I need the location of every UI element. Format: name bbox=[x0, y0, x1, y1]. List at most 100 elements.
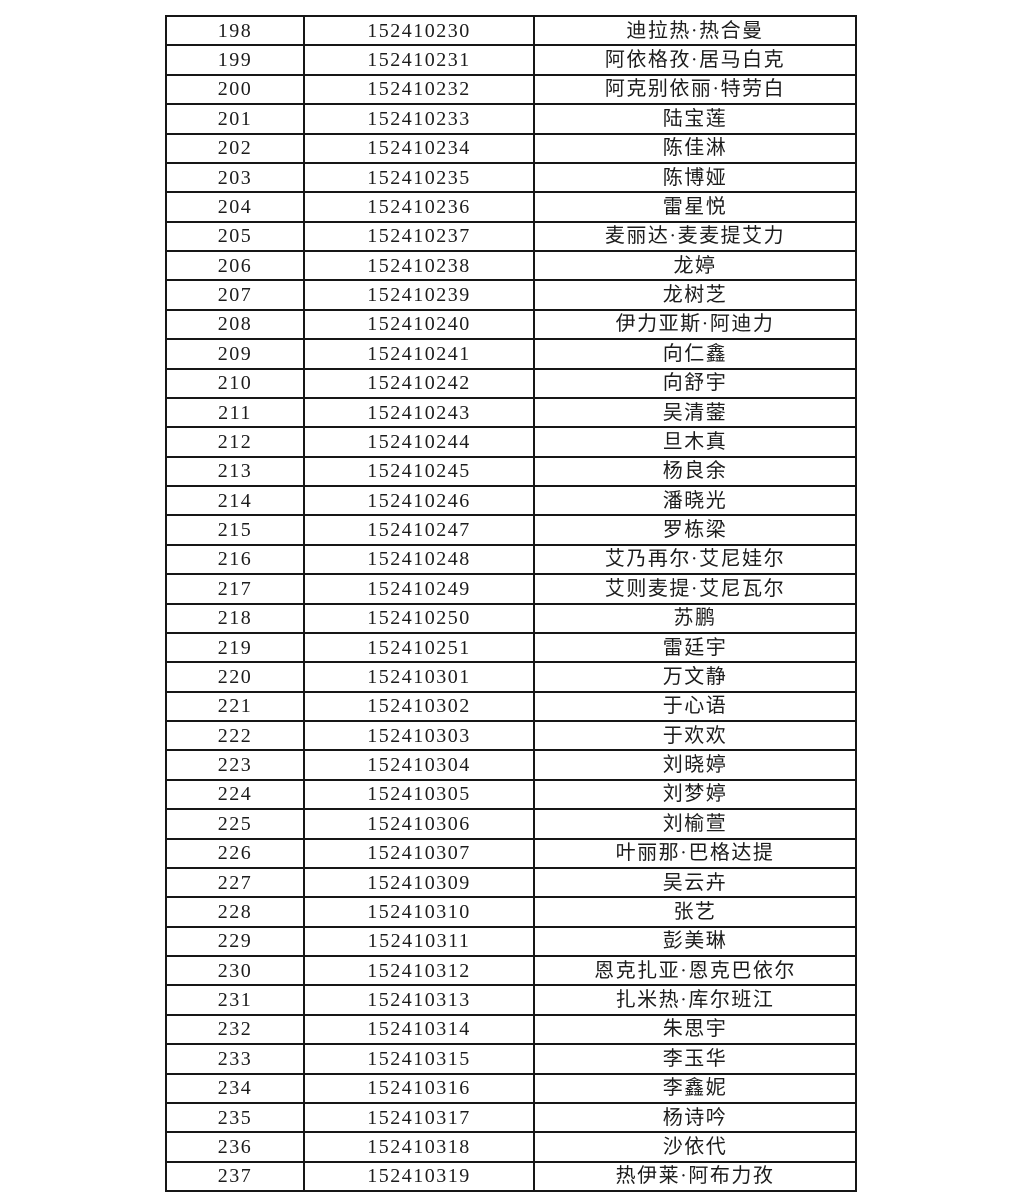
student-id-cell: 152410251 bbox=[303, 631, 535, 664]
student-name-cell: 雷廷宇 bbox=[533, 631, 857, 664]
student-id-cell: 152410309 bbox=[303, 866, 535, 899]
row-number-cell: 212 bbox=[165, 426, 305, 458]
student-name-cell: 叶丽那·巴格达提 bbox=[533, 837, 857, 869]
row-number-cell: 220 bbox=[165, 661, 305, 693]
student-name-cell: 刘晓婷 bbox=[533, 749, 857, 781]
table-row: 222 152410303 于欢欢 bbox=[165, 719, 857, 752]
row-number-cell: 205 bbox=[165, 220, 305, 253]
student-name-cell: 阿克别依丽·特劳白 bbox=[533, 73, 857, 106]
student-name-cell: 潘晓光 bbox=[533, 484, 857, 517]
student-id-cell: 152410243 bbox=[303, 396, 535, 429]
row-number-cell: 209 bbox=[165, 338, 305, 370]
table-row: 212 152410244 旦木真 bbox=[165, 426, 857, 458]
row-number-cell: 211 bbox=[165, 396, 305, 429]
row-number-cell: 217 bbox=[165, 573, 305, 605]
student-id-cell: 152410244 bbox=[303, 426, 535, 458]
student-id-cell: 152410303 bbox=[303, 719, 535, 752]
student-id-cell: 152410306 bbox=[303, 808, 535, 840]
table-row: 211 152410243 吴清蓥 bbox=[165, 396, 857, 429]
student-id-cell: 152410245 bbox=[303, 455, 535, 488]
row-number-cell: 214 bbox=[165, 484, 305, 517]
table-row: 234 152410316 李鑫妮 bbox=[165, 1072, 857, 1104]
student-name-cell: 杨良余 bbox=[533, 455, 857, 488]
table-row: 224 152410305 刘梦婷 bbox=[165, 778, 857, 811]
row-number-cell: 221 bbox=[165, 690, 305, 723]
student-id-cell: 152410304 bbox=[303, 749, 535, 781]
row-number-cell: 233 bbox=[165, 1043, 305, 1075]
student-id-cell: 152410315 bbox=[303, 1043, 535, 1075]
student-id-cell: 152410250 bbox=[303, 602, 535, 634]
row-number-cell: 213 bbox=[165, 455, 305, 488]
student-name-cell: 旦木真 bbox=[533, 426, 857, 458]
student-roster-table: 198 152410230 迪拉热·热合曼 199 152410231 阿依格孜·居马白克… bbox=[165, 14, 857, 1193]
student-name-cell: 刘梦婷 bbox=[533, 778, 857, 811]
row-number-cell: 234 bbox=[165, 1072, 305, 1104]
student-id-cell: 152410316 bbox=[303, 1072, 535, 1104]
student-name-cell: 杨诗吟 bbox=[533, 1101, 857, 1134]
student-name-cell: 恩克扎亚·恩克巴依尔 bbox=[533, 954, 857, 987]
table-row: 225 152410306 刘榆萱 bbox=[165, 808, 857, 840]
student-id-cell: 152410240 bbox=[303, 308, 535, 341]
row-number-cell: 225 bbox=[165, 808, 305, 840]
student-id-cell: 152410231 bbox=[303, 44, 535, 76]
row-number-cell: 232 bbox=[165, 1013, 305, 1046]
row-number-cell: 201 bbox=[165, 103, 305, 135]
student-id-cell: 152410310 bbox=[303, 896, 535, 928]
student-name-cell: 阿依格孜·居马白克 bbox=[533, 44, 857, 76]
table-row: 200 152410232 阿克别依丽·特劳白 bbox=[165, 73, 857, 106]
table-row: 217 152410249 艾则麦提·艾尼瓦尔 bbox=[165, 573, 857, 605]
row-number-cell: 204 bbox=[165, 191, 305, 223]
student-id-cell: 152410317 bbox=[303, 1101, 535, 1134]
table-row: 232 152410314 朱思宇 bbox=[165, 1013, 857, 1046]
student-id-cell: 152410235 bbox=[303, 161, 535, 194]
student-name-cell: 雷星悦 bbox=[533, 191, 857, 223]
table-row: 220 152410301 万文静 bbox=[165, 661, 857, 693]
table-row: 214 152410246 潘晓光 bbox=[165, 484, 857, 517]
student-id-cell: 152410248 bbox=[303, 543, 535, 576]
student-id-cell: 152410249 bbox=[303, 573, 535, 605]
student-name-cell: 于欢欢 bbox=[533, 719, 857, 752]
table-row: 202 152410234 陈佳淋 bbox=[165, 132, 857, 164]
student-name-cell: 热伊莱·阿布力孜 bbox=[533, 1160, 857, 1193]
student-id-cell: 152410307 bbox=[303, 837, 535, 869]
row-number-cell: 218 bbox=[165, 602, 305, 634]
row-number-cell: 230 bbox=[165, 954, 305, 987]
student-name-cell: 向仁鑫 bbox=[533, 338, 857, 370]
row-number-cell: 216 bbox=[165, 543, 305, 576]
table-row: 221 152410302 于心语 bbox=[165, 690, 857, 723]
student-id-cell: 152410233 bbox=[303, 103, 535, 135]
row-number-cell: 219 bbox=[165, 631, 305, 664]
student-name-cell: 李鑫妮 bbox=[533, 1072, 857, 1104]
table-row: 205 152410237 麦丽达·麦麦提艾力 bbox=[165, 220, 857, 253]
student-id-cell: 152410312 bbox=[303, 954, 535, 987]
table-row: 231 152410313 扎米热·库尔班江 bbox=[165, 984, 857, 1016]
table-row: 223 152410304 刘晓婷 bbox=[165, 749, 857, 781]
table-row: 210 152410242 向舒宇 bbox=[165, 367, 857, 399]
row-number-cell: 227 bbox=[165, 866, 305, 899]
student-name-cell: 龙婷 bbox=[533, 249, 857, 282]
student-id-cell: 152410314 bbox=[303, 1013, 535, 1046]
student-name-cell: 扎米热·库尔班江 bbox=[533, 984, 857, 1016]
row-number-cell: 223 bbox=[165, 749, 305, 781]
row-number-cell: 215 bbox=[165, 514, 305, 546]
row-number-cell: 206 bbox=[165, 249, 305, 282]
student-name-cell: 沙依代 bbox=[533, 1131, 857, 1163]
student-id-cell: 152410318 bbox=[303, 1131, 535, 1163]
table-row: 233 152410315 李玉华 bbox=[165, 1043, 857, 1075]
table-row: 209 152410241 向仁鑫 bbox=[165, 338, 857, 370]
row-number-cell: 199 bbox=[165, 44, 305, 76]
table-row: 207 152410239 龙树芝 bbox=[165, 279, 857, 311]
table-row: 219 152410251 雷廷宇 bbox=[165, 631, 857, 664]
student-name-cell: 万文静 bbox=[533, 661, 857, 693]
table-row: 229 152410311 彭美琳 bbox=[165, 925, 857, 958]
student-id-cell: 152410236 bbox=[303, 191, 535, 223]
student-id-cell: 152410319 bbox=[303, 1160, 535, 1193]
student-id-cell: 152410247 bbox=[303, 514, 535, 546]
table-row: 206 152410238 龙婷 bbox=[165, 249, 857, 282]
roster-body: 198 152410230 迪拉热·热合曼 199 152410231 阿依格孜·居马白克… bbox=[165, 14, 857, 1193]
student-id-cell: 152410313 bbox=[303, 984, 535, 1016]
row-number-cell: 228 bbox=[165, 896, 305, 928]
student-id-cell: 152410232 bbox=[303, 73, 535, 106]
student-name-cell: 彭美琳 bbox=[533, 925, 857, 958]
